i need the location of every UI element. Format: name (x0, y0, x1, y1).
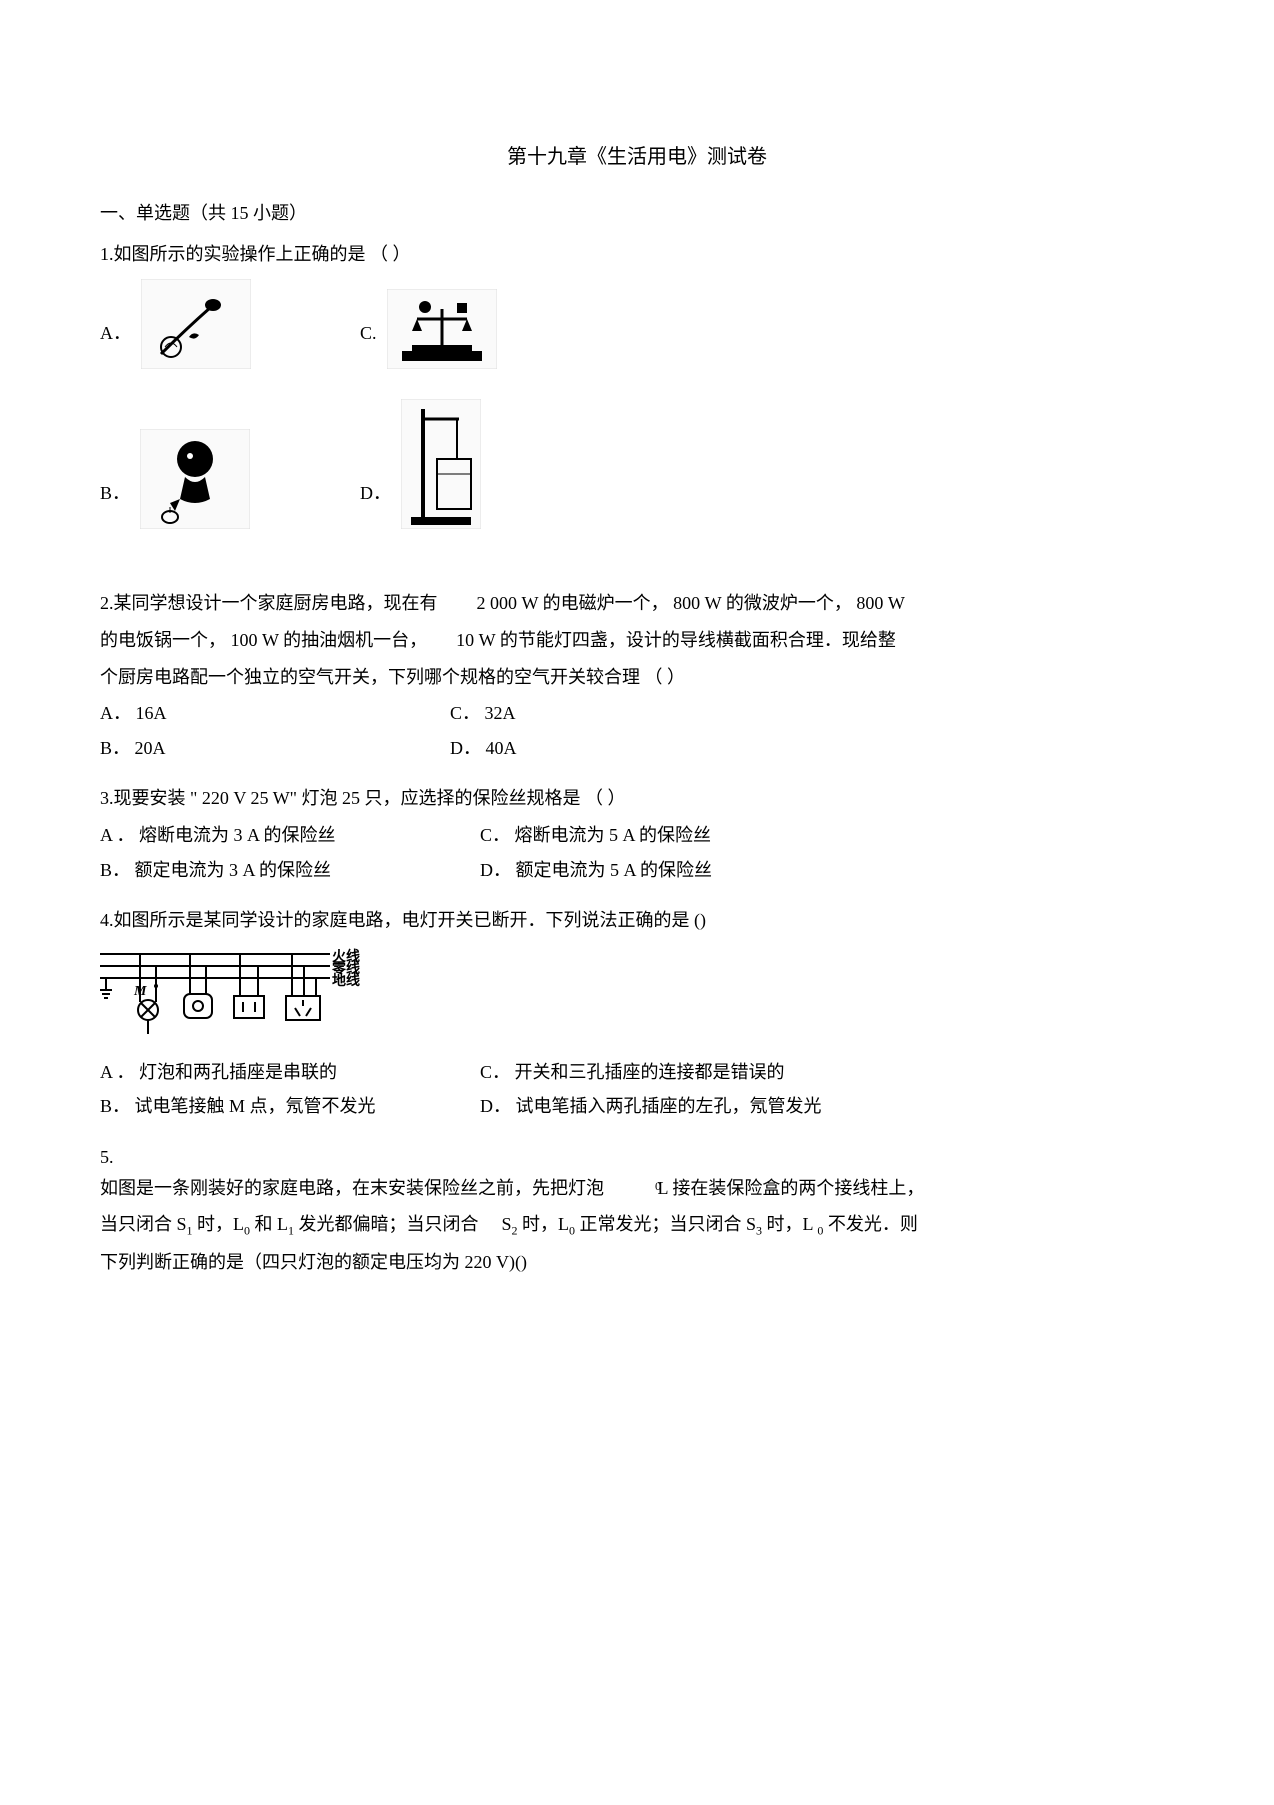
q3-optD: D． 额定电流为 5 A 的保险丝 (480, 855, 1174, 886)
q1-optC-letter: C. (360, 318, 377, 379)
q1-imgB-box (140, 429, 250, 539)
q2-optB: B． 20A (100, 733, 450, 764)
q3-optA: A ． 熔断电流为 3 A 的保险丝 (100, 820, 480, 851)
q4-label-M: M (134, 980, 146, 1004)
q2-line2: 的电饭锅一个， 100 W 的抽油烟机一台， 10 W 的节能灯四盏，设计的导线… (100, 625, 1174, 656)
q1-stem: 1.如图所示的实验操作上正确的是 （ ） (100, 239, 1174, 270)
q5-l3-a: 当只闭合 S (100, 1214, 187, 1234)
q2-line1: 2.某同学想设计一个家庭厨房电路，现在有 2 000 W 的电磁炉一个， 800… (100, 588, 1174, 619)
q2-line2-b: 10 W 的节能灯四盏，设计的导线横截面积合理．现给整 (456, 630, 896, 650)
q1-opt-B: B． (100, 399, 360, 539)
smelling-bottle-icon (140, 429, 250, 529)
experiment-dropper-icon (141, 279, 251, 369)
q1-image-grid: A． C. (100, 279, 700, 558)
q5-num: 5. (100, 1142, 1174, 1173)
q2-options-row2: B． 20A D． 40A (100, 733, 1174, 768)
q2-line2-a: 的电饭锅一个， 100 W 的抽油烟机一台， (100, 630, 427, 650)
iron-stand-icon (401, 399, 481, 529)
q1-opt-C: C. (360, 279, 620, 379)
q5-l3-h: 时，L (762, 1214, 817, 1234)
chapter-title: 第十九章《生活用电》测试卷 (100, 140, 1174, 174)
q3-optB: B． 额定电流为 3 A 的保险丝 (100, 855, 480, 886)
q1-optB-letter: B． (100, 478, 130, 539)
q4-optA: A ． 灯泡和两孔插座是串联的 (100, 1057, 480, 1088)
q4-label-ground: 地线 (332, 970, 360, 994)
q5-l3-g: 正常发光；当只闭合 S (575, 1214, 756, 1234)
q4-circuit-diagram: 火线 零线 地线 M (100, 942, 360, 1047)
q4-options-row2: B． 试电笔接触 M 点，氖管不发光 D． 试电笔插入两孔插座的左孔，氖管发光 (100, 1091, 1174, 1126)
q2-line1-b: 2 000 W 的电磁炉一个， 800 W 的微波炉一个， 800 W (477, 593, 905, 613)
q5-line3: 当只闭合 S1 时，L0 和 L1 发光都偏暗；当只闭合 S2 时，L0 正常发… (100, 1209, 1174, 1241)
q1-opt-D: D． (360, 399, 620, 539)
q4-optC: C． 开关和三孔插座的连接都是错误的 (480, 1057, 1174, 1088)
q5-l3-f: 时，L (518, 1214, 570, 1234)
q1-opt-A: A． (100, 279, 360, 379)
q5-sup0-val: 0 (655, 1176, 661, 1196)
q5-line4: 下列判断正确的是（四只灯泡的额定电压均为 220 V)() (100, 1247, 1174, 1278)
q5-l3-i: 不发光．则 (823, 1214, 918, 1234)
q1-optD-letter: D． (360, 478, 391, 539)
q5-l3-d: 发光都偏暗；当只闭合 (294, 1214, 479, 1234)
q2-optD: D． 40A (450, 733, 1174, 764)
q4-optB: B． 试电笔接触 M 点，氖管不发光 (100, 1091, 480, 1122)
q3-options-row1: A ． 熔断电流为 3 A 的保险丝 C． 熔断电流为 5 A 的保险丝 (100, 820, 1174, 855)
question-4: 4.如图所示是某同学设计的家庭电路，电灯开关已断开．下列说法正确的是 () (100, 905, 1174, 1126)
q4-stem: 4.如图所示是某同学设计的家庭电路，电灯开关已断开．下列说法正确的是 () (100, 905, 1174, 936)
q1-optA-letter: A． (100, 318, 131, 379)
question-1: 1.如图所示的实验操作上正确的是 （ ） A． C. (100, 239, 1174, 559)
q4-optD: D． 试电笔插入两孔插座的左孔，氖管发光 (480, 1091, 1174, 1122)
q3-optC: C． 熔断电流为 5 A 的保险丝 (480, 820, 1174, 851)
question-5: 5. 如图是一条刚装好的家庭电路，在末安装保险丝之前，先把灯泡 0 L 接在装保… (100, 1142, 1174, 1278)
q3-options-row2: B． 额定电流为 3 A 的保险丝 D． 额定电流为 5 A 的保险丝 (100, 855, 1174, 890)
q2-line1-a: 2.某同学想设计一个家庭厨房电路，现在有 (100, 593, 438, 613)
section-heading: 一、单选题（共 15 小题） (100, 198, 1174, 229)
q5-l3-e: S (502, 1214, 512, 1234)
q2-line3: 个厨房电路配一个独立的空气开关，下列哪个规格的空气开关较合理 （ ） (100, 662, 1174, 693)
question-2: 2.某同学想设计一个家庭厨房电路，现在有 2 000 W 的电磁炉一个， 800… (100, 588, 1174, 767)
q5-line2-a: 如图是一条刚装好的家庭电路，在末安装保险丝之前，先把灯泡 (100, 1178, 604, 1198)
q2-options-row1: A． 16A C． 32A (100, 698, 1174, 733)
q2-optC: C． 32A (450, 698, 1174, 729)
q5-line2-b: L 接在装保险盒的两个接线柱上， (658, 1178, 925, 1198)
q5-l3-c: 和 L (250, 1214, 288, 1234)
q1-imgC-box (387, 289, 497, 379)
q5-l3-b: 时，L (193, 1214, 245, 1234)
balance-scale-icon (387, 289, 497, 369)
q5-line2: 如图是一条刚装好的家庭电路，在末安装保险丝之前，先把灯泡 0 L 接在装保险盒的… (100, 1173, 1174, 1204)
question-3: 3.现要安装 " 220 V 25 W" 灯泡 25 只，应选择的保险丝规格是 … (100, 783, 1174, 889)
q1-imgA-box (141, 279, 251, 379)
page: 第十九章《生活用电》测试卷 一、单选题（共 15 小题） 1.如图所示的实验操作… (0, 0, 1274, 1805)
q1-imgD-box (401, 399, 481, 539)
q2-optA: A． 16A (100, 698, 450, 729)
q3-stem: 3.现要安装 " 220 V 25 W" 灯泡 25 只，应选择的保险丝规格是 … (100, 783, 1174, 814)
q4-options-row1: A ． 灯泡和两孔插座是串联的 C． 开关和三孔插座的连接都是错误的 (100, 1057, 1174, 1092)
